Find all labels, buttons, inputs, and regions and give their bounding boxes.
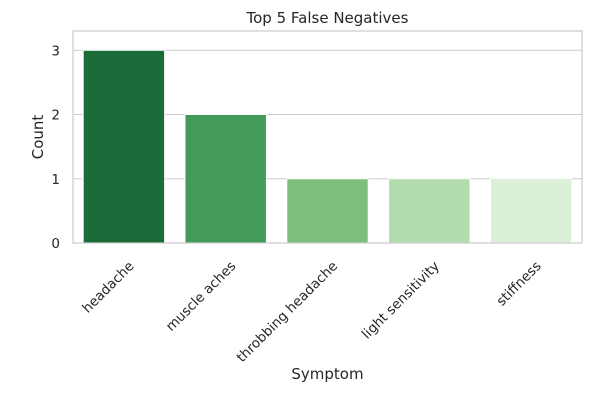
bar-muscle-aches	[184, 114, 267, 244]
y-tick-label: 0	[51, 236, 60, 252]
y-axis-ticks: 0 1 2 3	[51, 43, 60, 252]
bar-headache	[82, 49, 166, 244]
x-axis-label: Symptom	[291, 365, 363, 383]
plot-frame	[72, 30, 583, 244]
bars	[82, 49, 573, 244]
bar-light-sensitivity	[388, 178, 471, 244]
y-tick-label: 3	[51, 43, 60, 59]
bar-throbbing-headache	[286, 178, 369, 244]
chart-title: Top 5 False Negatives	[246, 9, 409, 27]
y-tick-label: 2	[51, 108, 60, 124]
bar-stiffness	[489, 178, 573, 244]
y-axis-label: Count	[29, 115, 47, 160]
y-tick-label: 1	[51, 172, 60, 188]
